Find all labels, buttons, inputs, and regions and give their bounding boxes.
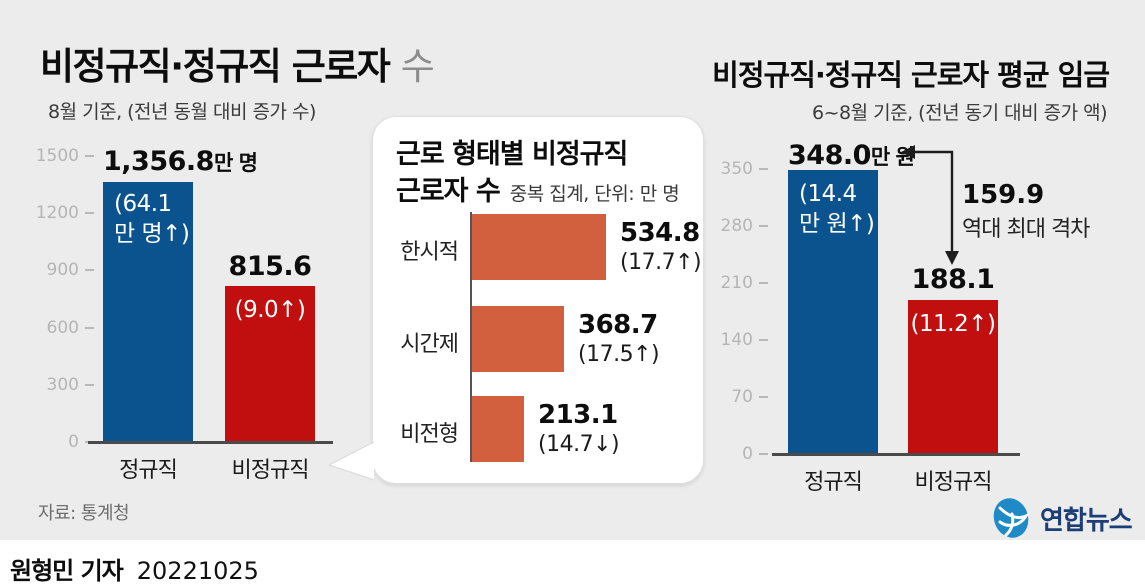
tick-label: 0 — [68, 432, 79, 452]
tick-mark — [85, 269, 94, 271]
callout-row-change: (17.7↑) — [620, 250, 702, 275]
yonhap-globe-icon — [993, 498, 1030, 538]
callout-row-value: 368.7 — [578, 310, 658, 340]
tick-mark — [759, 453, 768, 455]
right-y-tick-140: 140 — [702, 330, 768, 350]
wage-gap-value: 159.9 — [962, 180, 1045, 210]
right-nonregular-wage-bar — [908, 300, 998, 453]
left-x-label-nonregular: 비정규직 — [231, 458, 310, 483]
right-y-tick-210: 210 — [702, 273, 768, 293]
callout-row-change: (14.7↓) — [538, 432, 620, 457]
left-y-tick-600: 600 — [28, 318, 94, 338]
wage-gap-arrow — [901, 145, 959, 265]
tick-mark — [759, 225, 768, 227]
left-y-tick-1200: 1200 — [28, 203, 94, 223]
left-x-axis — [88, 441, 333, 444]
right-regular-change-label: (14.4 만 원↑) — [799, 180, 875, 240]
tick-mark — [759, 339, 768, 341]
reporter-name: 원형민 기자 — [10, 557, 124, 585]
change-line2: 만 원↑) — [799, 210, 875, 237]
tick-label: 600 — [46, 318, 79, 338]
left-x-label-regular: 정규직 — [119, 458, 178, 483]
right-y-tick-0: 0 — [702, 444, 768, 464]
left-y-tick-0: 0 — [28, 432, 94, 452]
tick-label: 900 — [46, 260, 79, 280]
callout-title-line1: 근로 형태별 비정규직 — [396, 139, 628, 170]
tick-mark — [85, 384, 94, 386]
wage-gap-label: 역대 최대 격차 — [962, 217, 1090, 242]
callout-title-line2: 근로자 수 — [396, 176, 501, 208]
publish-date: 20221025 — [136, 557, 259, 585]
page-title: 비정규직·정규직 근로자 수 — [40, 36, 435, 90]
callout-row-label: 시간제 — [400, 332, 459, 357]
left-nonregular-value-label: 815.6 — [228, 251, 312, 282]
right-regular-wage-bar — [788, 170, 878, 453]
tick-label: 280 — [720, 216, 753, 236]
right-chart-subtitle: 6~8월 기준, (전년 동기 대비 증가 액) — [812, 102, 1107, 124]
right-chart-title: 비정규직·정규직 근로자 평균 임금 — [712, 58, 1110, 92]
callout-box — [372, 116, 704, 484]
right-x-label-nonregular: 비정규직 — [914, 470, 993, 495]
callout-row-change: (17.5↑) — [578, 342, 660, 367]
tick-label: 1500 — [35, 146, 79, 166]
tick-mark — [759, 282, 768, 284]
change-line2: 만 명↑) — [114, 220, 190, 247]
callout-title-line2-row: 근로자 수 중복 집계, 단위: 만 명 — [396, 173, 680, 210]
left-regular-value-label: 1,356.8만 명 — [103, 146, 258, 177]
callout-axis-line — [470, 212, 472, 462]
left-y-tick-300: 300 — [28, 375, 94, 395]
callout-row-value: 534.8 — [620, 218, 700, 248]
right-nonregular-value-label: 188.1 — [911, 264, 995, 295]
callout-tail — [327, 441, 375, 481]
left-y-tick-1500: 1500 — [28, 146, 94, 166]
right-x-label-regular: 정규직 — [804, 470, 863, 495]
tick-mark — [759, 396, 768, 398]
source-label: 자료: 통계청 — [38, 503, 130, 524]
tick-mark — [85, 155, 94, 157]
page-subtitle: 8월 기준, (전년 동월 대비 증가 수) — [48, 101, 316, 123]
callout-row-label: 비전형 — [400, 422, 459, 447]
change-line1: (64.1 — [114, 191, 172, 217]
right-y-tick-350: 350 — [702, 159, 768, 179]
left-nonregular-change-label: (9.0↑) — [234, 297, 306, 323]
change-line1: (14.4 — [799, 181, 857, 207]
value-number: 348.0 — [788, 140, 871, 171]
callout-row-value: 213.1 — [538, 400, 618, 430]
byline: 원형민 기자 20221025 — [10, 551, 259, 586]
right-regular-value-label: 348.0만 원 — [788, 140, 915, 171]
left-nonregular-workers-bar — [225, 286, 315, 441]
left-y-tick-900: 900 — [28, 260, 94, 280]
tick-label: 300 — [46, 375, 79, 395]
tick-label: 350 — [720, 159, 753, 179]
value-unit: 만 명 — [213, 151, 258, 175]
right-x-axis — [772, 453, 1020, 456]
right-nonregular-change-label: (11.2↑) — [910, 311, 996, 337]
tick-mark — [85, 327, 94, 329]
page-title-suffix: 수 — [400, 45, 435, 88]
page-title-main: 비정규직·정규직 근로자 — [40, 45, 391, 88]
callout-row-label: 한시적 — [400, 240, 459, 265]
tick-label: 140 — [720, 330, 753, 350]
yonhap-logo-text: 연합뉴스 — [1040, 505, 1133, 536]
right-y-tick-280: 280 — [702, 216, 768, 236]
value-number: 1,356.8 — [103, 146, 214, 177]
left-regular-change-label: (64.1 만 명↑) — [114, 190, 190, 250]
callout-bar-atypical — [472, 396, 524, 462]
yonhap-logo: 연합뉴스 — [988, 494, 1133, 542]
callout-title: 근로 형태별 비정규직 근로자 수 중복 집계, 단위: 만 명 — [396, 136, 680, 211]
callout-bar-parttime — [472, 306, 564, 372]
callout-bar-temporary — [472, 214, 606, 280]
footer-strip — [0, 540, 1145, 588]
tick-mark — [759, 168, 768, 170]
tick-mark — [85, 212, 94, 214]
tick-label: 1200 — [35, 203, 79, 223]
tick-label: 210 — [720, 273, 753, 293]
callout-subtitle: 중복 집계, 단위: 만 명 — [509, 183, 680, 206]
tick-label: 70 — [731, 387, 753, 407]
left-regular-workers-bar — [103, 182, 193, 441]
tick-label: 0 — [742, 444, 753, 464]
right-y-tick-70: 70 — [702, 387, 768, 407]
